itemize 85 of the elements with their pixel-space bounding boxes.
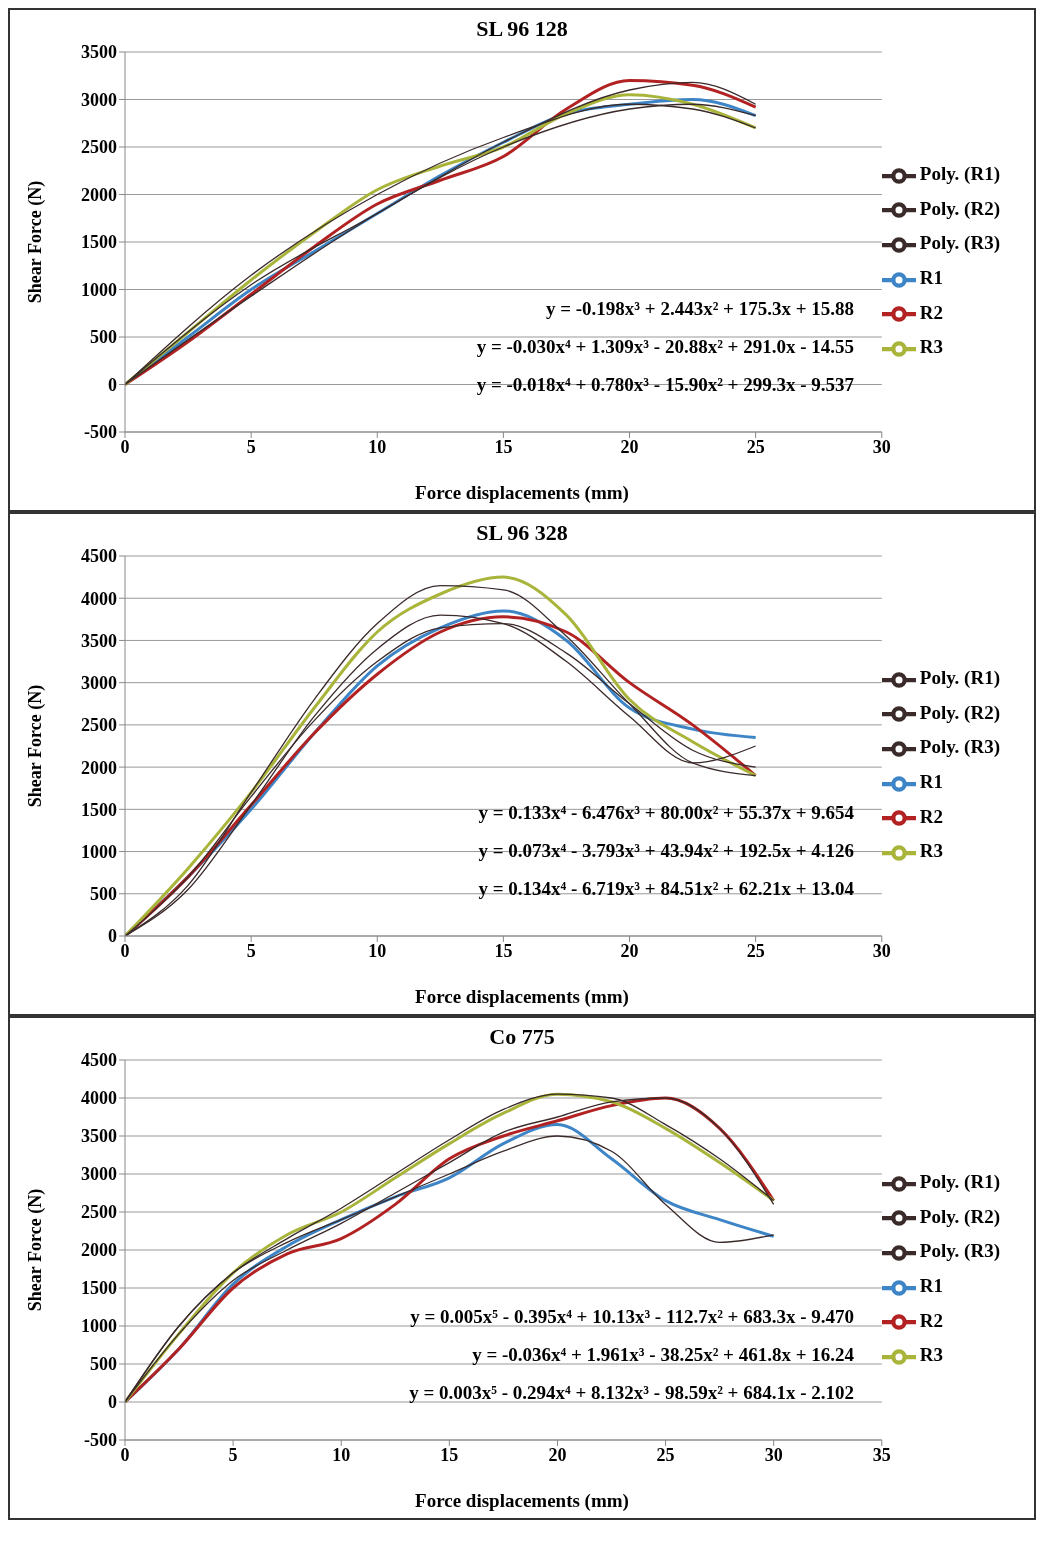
y-tick-label: 1000 <box>81 841 117 862</box>
x-tick-label: 20 <box>620 940 639 961</box>
y-tick-label: 3500 <box>81 630 117 651</box>
y-tick-label: 3000 <box>81 89 117 110</box>
y-tick-label: 1000 <box>81 1316 117 1337</box>
annotation: y = 0.005x⁵ - 0.395x⁴ + 10.13x³ - 112.7x² + 683.3x - 9.470 <box>410 1306 854 1328</box>
x-tick-label: 5 <box>246 436 256 457</box>
x-tick-label: 10 <box>368 940 387 961</box>
x-tick-label: 35 <box>872 1444 891 1465</box>
x-tick-label: 15 <box>440 1444 459 1465</box>
x-tick-label: 5 <box>228 1444 238 1465</box>
annotation: y = -0.198x³ + 2.443x² + 175.3x + 15.88 <box>545 298 854 320</box>
chart-title: SL 96 128 <box>475 15 569 42</box>
legend-label: Poly. (R1) <box>919 1171 1000 1193</box>
y-tick-label: 500 <box>90 1354 117 1375</box>
y-tick-label: 3000 <box>81 673 117 694</box>
legend-label: R1 <box>919 1275 944 1296</box>
legend-label: Poly. (R2) <box>919 1205 1000 1227</box>
y-tick-label: 2500 <box>81 715 117 736</box>
legend-label: Poly. (R1) <box>919 667 1000 689</box>
annotation: y = 0.073x⁴ - 3.793x³ + 43.94x² + 192.5x + 4.126 <box>478 840 854 862</box>
y-tick-label: 500 <box>90 884 117 905</box>
y-tick-label: -500 <box>84 1430 117 1451</box>
y-tick-label: 3500 <box>81 1126 117 1147</box>
x-tick-label: 30 <box>872 436 891 457</box>
y-tick-label: 0 <box>108 1392 117 1413</box>
y-axis-title: Shear Force (N) <box>25 684 47 808</box>
x-tick-label: 25 <box>746 940 765 961</box>
x-tick-label: 20 <box>620 436 639 457</box>
x-tick-label: 30 <box>872 940 891 961</box>
legend-label: Poly. (R3) <box>919 736 1000 758</box>
legend-label: Poly. (R3) <box>919 232 1000 254</box>
y-tick-label: 3000 <box>81 1164 117 1185</box>
legend-label: Poly. (R2) <box>919 197 1000 219</box>
x-tick-label: 20 <box>548 1444 567 1465</box>
y-tick-label: 1000 <box>81 279 117 300</box>
x-tick-label: 10 <box>368 436 387 457</box>
x-tick-label: 15 <box>494 940 513 961</box>
legend-label: R3 <box>919 840 944 862</box>
legend-label: R2 <box>919 301 944 323</box>
chart-title: Co 775 <box>488 1023 556 1050</box>
legend-label: Poly. (R2) <box>919 701 1000 723</box>
legend-label: R1 <box>919 771 944 792</box>
legend-label: R2 <box>919 805 944 827</box>
annotation: y = -0.018x⁴ + 0.780x³ - 15.90x² + 299.3x - 9.537 <box>476 374 854 396</box>
y-axis-title: Shear Force (N) <box>25 1188 47 1312</box>
x-axis-title: Force displacements (mm) <box>414 1490 630 1513</box>
y-tick-label: 4500 <box>81 546 117 567</box>
y-axis-title: Shear Force (N) <box>25 180 47 304</box>
y-tick-label: 2000 <box>81 184 117 205</box>
x-tick-label: 25 <box>656 1444 675 1465</box>
y-tick-label: 2000 <box>81 1240 117 1261</box>
annotation: y = 0.133x⁴ - 6.476x³ + 80.00x² + 55.37x + 9.654 <box>478 802 854 824</box>
legend-label: R1 <box>919 267 944 288</box>
y-tick-label: 3500 <box>81 42 117 63</box>
y-tick-label: 0 <box>108 374 117 395</box>
x-axis-title: Force displacements (mm) <box>414 482 630 505</box>
y-tick-label: 1500 <box>81 232 117 253</box>
y-tick-label: 4500 <box>81 1050 117 1071</box>
annotation: y = 0.134x⁴ - 6.719x³ + 84.51x² + 62.21x + 13.04 <box>478 878 854 900</box>
x-axis-title: Force displacements (mm) <box>414 986 630 1009</box>
x-tick-label: 5 <box>246 940 256 961</box>
y-tick-label: -500 <box>84 422 117 443</box>
y-tick-label: 2500 <box>81 137 117 158</box>
y-tick-label: 1500 <box>81 799 117 820</box>
y-tick-label: 0 <box>108 926 117 947</box>
y-tick-label: 500 <box>90 327 117 348</box>
x-tick-label: 10 <box>332 1444 351 1465</box>
annotation: y = -0.030x⁴ + 1.309x³ - 20.88x² + 291.0x - 14.55 <box>476 336 854 358</box>
legend-label: Poly. (R1) <box>919 163 1000 185</box>
annotation: y = -0.036x⁴ + 1.961x³ - 38.25x² + 461.8x + 16.24 <box>472 1344 854 1366</box>
x-tick-label: 25 <box>746 436 765 457</box>
y-tick-label: 2000 <box>81 757 117 778</box>
y-tick-label: 4000 <box>81 1088 117 1109</box>
legend-label: Poly. (R3) <box>919 1240 1000 1262</box>
y-tick-label: 2500 <box>81 1202 117 1223</box>
chart-title: SL 96 328 <box>475 519 569 546</box>
annotation: y = 0.003x⁵ - 0.294x⁴ + 8.132x³ - 98.59x² + 684.1x - 2.102 <box>409 1382 854 1404</box>
legend-label: R2 <box>919 1309 944 1331</box>
x-tick-label: 15 <box>494 436 513 457</box>
y-tick-label: 1500 <box>81 1278 117 1299</box>
x-tick-label: 30 <box>764 1444 783 1465</box>
legend-label: R3 <box>919 1344 944 1366</box>
legend-label: R3 <box>919 336 944 358</box>
y-tick-label: 4000 <box>81 588 117 609</box>
